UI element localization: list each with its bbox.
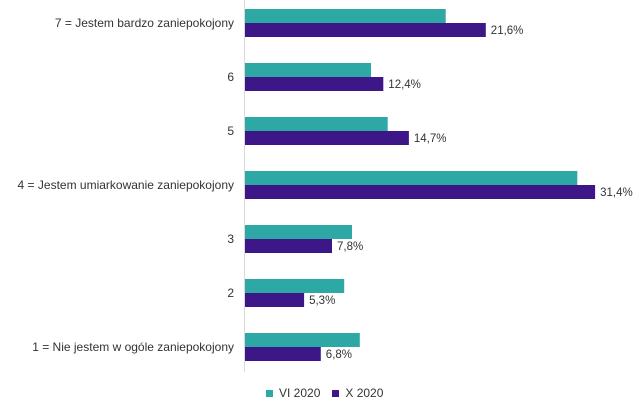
category-label: 3: [227, 232, 234, 246]
legend-item-x-2020: X 2020: [332, 386, 383, 400]
bar-x-2020: [245, 239, 332, 253]
bar-vi-2020: [245, 225, 352, 239]
bar-vi-2020: [245, 117, 388, 131]
legend-label-x-2020: X 2020: [345, 386, 384, 400]
legend-item-vi-2020: VI 2020: [266, 386, 320, 400]
bar-x-2020: [245, 131, 409, 145]
category-label: 6: [227, 70, 234, 84]
bar-x-2020: [245, 347, 321, 361]
bar-vi-2020: [245, 63, 371, 77]
category-label: 7 = Jestem bardzo zaniepokojony: [55, 16, 234, 30]
bar-vi-2020: [245, 171, 578, 185]
bar-x-2020: [245, 185, 596, 199]
bar-x-2020: [245, 293, 305, 307]
bar-vi-2020: [245, 279, 345, 293]
legend-swatch-x-2020: [332, 389, 340, 397]
legend: VI 2020 X 2020: [266, 386, 395, 400]
category-label: 5: [227, 124, 234, 138]
legend-swatch-vi-2020: [266, 389, 273, 397]
bar-x-2020: [245, 77, 384, 91]
data-label: 5,3%: [309, 295, 335, 307]
data-label: 6,8%: [326, 349, 352, 361]
category-label: 2: [227, 286, 234, 300]
data-label: 7,8%: [337, 241, 363, 253]
category-label: 1 = Nie jestem w ogóle zaniepokojony: [32, 340, 234, 354]
bar-x-2020: [245, 23, 486, 37]
category-label: 4 = Jestem umiarkowanie zaniepokojony: [18, 178, 234, 192]
data-label: 14,7%: [414, 133, 447, 145]
data-label: 21,6%: [491, 25, 524, 37]
legend-label-vi-2020: VI 2020: [279, 386, 321, 400]
bar-vi-2020: [245, 9, 446, 23]
bar-vi-2020: [245, 333, 360, 347]
data-label: 31,4%: [600, 187, 633, 199]
data-label: 12,4%: [388, 79, 421, 91]
